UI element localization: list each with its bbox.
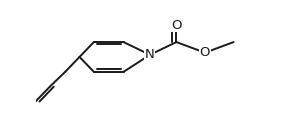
Text: O: O [200,46,210,59]
Text: O: O [171,18,181,32]
Text: N: N [145,48,155,61]
